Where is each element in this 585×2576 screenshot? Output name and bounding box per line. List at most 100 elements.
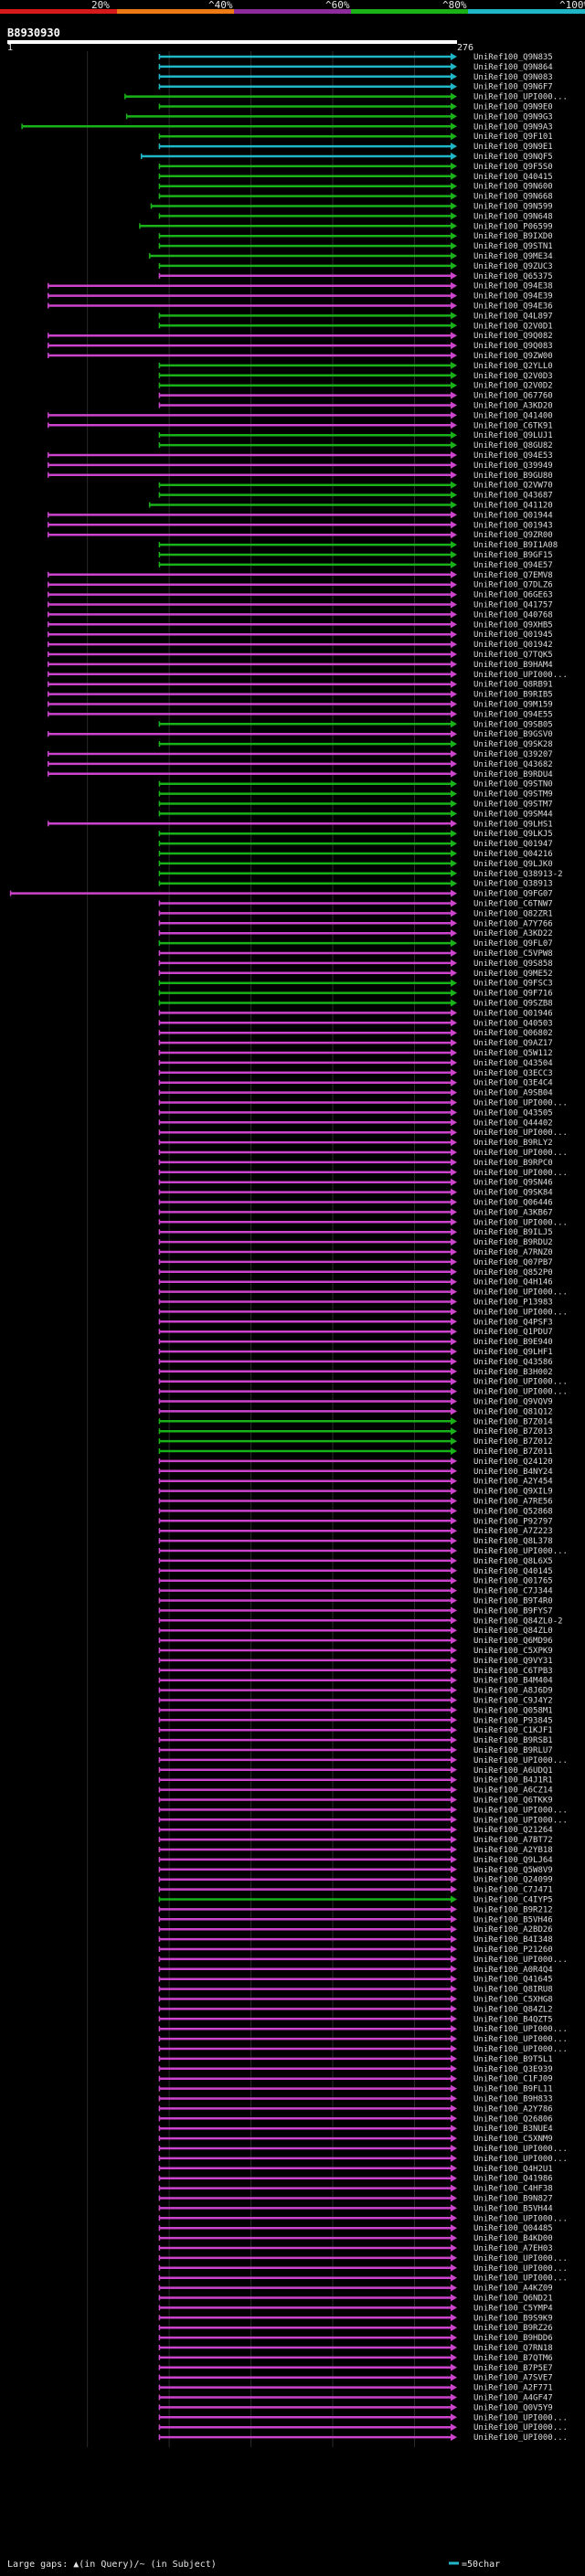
hit-label[interactable]: UniRef100_Q01947 bbox=[473, 840, 553, 849]
hit-label[interactable]: UniRef100_Q40503 bbox=[473, 1019, 553, 1028]
hit-row[interactable]: UniRef100_Q41645 bbox=[158, 1975, 553, 1985]
hit-row[interactable]: UniRef100_Q8L378 bbox=[158, 1537, 553, 1546]
hit-label[interactable]: UniRef100_A4KZ09 bbox=[473, 2284, 553, 2294]
hit-row[interactable]: UniRef100_C6TK91 bbox=[47, 421, 553, 430]
hit-label[interactable]: UniRef100_B9RLY2 bbox=[473, 1139, 553, 1148]
hit-label[interactable]: UniRef100_UPI000... bbox=[473, 2423, 568, 2433]
hit-row[interactable]: UniRef100_B9GF15 bbox=[158, 551, 553, 560]
hit-row[interactable]: UniRef100_B9S9K9 bbox=[158, 2314, 553, 2323]
hit-row[interactable]: UniRef100_UPI000... bbox=[158, 2253, 568, 2263]
hit-row[interactable]: UniRef100_Q01944 bbox=[47, 511, 553, 520]
hit-row[interactable]: UniRef100_Q40503 bbox=[158, 1019, 553, 1028]
hit-row[interactable]: UniRef100_Q8GU82 bbox=[158, 441, 553, 451]
hit-row[interactable]: UniRef100_Q9Q083 bbox=[47, 342, 553, 351]
hit-row[interactable]: UniRef100_UPI000... bbox=[158, 1755, 568, 1765]
hit-label[interactable]: UniRef100_UPI000... bbox=[473, 1388, 568, 1397]
hit-label[interactable]: UniRef100_Q9FSC3 bbox=[473, 980, 553, 989]
hit-label[interactable]: UniRef100_Q01942 bbox=[473, 641, 553, 650]
hit-row[interactable]: UniRef100_B9HAM4 bbox=[47, 660, 553, 670]
hit-label[interactable]: UniRef100_Q0V5Y9 bbox=[473, 2403, 553, 2412]
hit-row[interactable]: UniRef100_A7Z223 bbox=[158, 1527, 553, 1536]
hit-row[interactable]: UniRef100_UPI000... bbox=[158, 1955, 568, 1965]
hit-label[interactable]: UniRef100_Q43682 bbox=[473, 760, 553, 769]
hit-label[interactable]: UniRef100_B7Z014 bbox=[473, 1417, 553, 1426]
hit-label[interactable]: UniRef100_B4NY24 bbox=[473, 1468, 553, 1477]
hit-row[interactable]: UniRef100_Q9FL07 bbox=[158, 939, 553, 949]
hit-label[interactable]: UniRef100_Q9STM9 bbox=[473, 790, 553, 800]
hit-row[interactable]: UniRef100_Q8RB91 bbox=[47, 680, 553, 690]
hit-label[interactable]: UniRef100_Q6GE63 bbox=[473, 591, 553, 600]
hit-label[interactable]: UniRef100_Q01944 bbox=[473, 511, 553, 520]
hit-row[interactable]: UniRef100_UPI000... bbox=[158, 2145, 568, 2154]
hit-row[interactable]: UniRef100_B9FL11 bbox=[158, 2084, 553, 2094]
hit-row[interactable]: UniRef100_UPI000... bbox=[158, 2263, 568, 2274]
hit-row[interactable]: UniRef100_UPI000... bbox=[158, 2045, 568, 2054]
hit-row[interactable]: UniRef100_A4KZ09 bbox=[158, 2284, 553, 2294]
hit-row[interactable]: UniRef100_Q9S858 bbox=[158, 959, 553, 969]
hit-label[interactable]: UniRef100_UPI000... bbox=[473, 1308, 568, 1317]
hit-row[interactable]: UniRef100_Q7EMV8 bbox=[47, 570, 553, 580]
hit-row[interactable]: UniRef100_B9RPC0 bbox=[158, 1158, 553, 1168]
hit-label[interactable]: UniRef100_B5VH44 bbox=[473, 2204, 553, 2213]
hit-row[interactable]: UniRef100_Q5W112 bbox=[158, 1049, 553, 1058]
hit-row[interactable]: UniRef100_Q9STM7 bbox=[158, 800, 553, 810]
hit-label[interactable]: UniRef100_B9RLU7 bbox=[473, 1746, 553, 1755]
hit-label[interactable]: UniRef100_B9FYS7 bbox=[473, 1606, 553, 1616]
hit-label[interactable]: UniRef100_Q8RB91 bbox=[473, 681, 553, 690]
hit-label[interactable]: UniRef100_Q9LJ64 bbox=[473, 1856, 553, 1865]
hit-row[interactable]: UniRef100_Q81Q12 bbox=[158, 1407, 553, 1416]
hit-row[interactable]: UniRef100_Q2V0D3 bbox=[158, 371, 553, 381]
hit-row[interactable]: UniRef100_Q9F5S0 bbox=[158, 162, 553, 172]
hit-row[interactable]: UniRef100_Q39207 bbox=[47, 750, 553, 759]
hit-row[interactable]: UniRef100_Q40145 bbox=[158, 1566, 553, 1576]
hit-label[interactable]: UniRef100_A4GF47 bbox=[473, 2394, 553, 2403]
hit-label[interactable]: UniRef100_Q9N864 bbox=[473, 63, 553, 72]
hit-row[interactable]: UniRef100_C6TNW7 bbox=[158, 899, 553, 909]
hit-label[interactable]: UniRef100_A7EH03 bbox=[473, 2244, 553, 2253]
hit-label[interactable]: UniRef100_UPI000... bbox=[473, 1378, 568, 1387]
hit-label[interactable]: UniRef100_Q9FG07 bbox=[473, 890, 553, 899]
hit-label[interactable]: UniRef100_Q9SB05 bbox=[473, 720, 553, 729]
hit-label[interactable]: UniRef100_UPI000... bbox=[473, 2145, 568, 2154]
hit-row[interactable]: UniRef100_B4QZT5 bbox=[158, 2015, 553, 2024]
hit-label[interactable]: UniRef100_Q1PDU7 bbox=[473, 1328, 553, 1337]
hit-label[interactable]: UniRef100_Q7RN18 bbox=[473, 2344, 553, 2353]
hit-row[interactable]: UniRef100_B9I1A08 bbox=[158, 541, 558, 550]
hit-label[interactable]: UniRef100_UPI000... bbox=[473, 1218, 568, 1227]
hit-row[interactable]: UniRef100_B9RDU2 bbox=[158, 1238, 553, 1247]
hit-label[interactable]: UniRef100_UPI000... bbox=[473, 2035, 568, 2044]
hit-row[interactable]: UniRef100_B9H833 bbox=[158, 2094, 553, 2104]
hit-label[interactable]: UniRef100_A2F771 bbox=[473, 2384, 553, 2393]
hit-row[interactable]: UniRef100_B7Z013 bbox=[158, 1427, 553, 1436]
hit-label[interactable]: UniRef100_Q01765 bbox=[473, 1577, 553, 1586]
hit-label[interactable]: UniRef100_P93845 bbox=[473, 1716, 553, 1725]
hit-label[interactable]: UniRef100_Q84ZL0 bbox=[473, 1627, 553, 1636]
hit-label[interactable]: UniRef100_Q2V0D2 bbox=[473, 382, 553, 391]
hit-label[interactable]: UniRef100_A3KB67 bbox=[473, 1208, 553, 1217]
hit-row[interactable]: UniRef100_Q9F101 bbox=[158, 133, 553, 142]
hit-label[interactable]: UniRef100_Q9STN1 bbox=[473, 242, 553, 251]
hit-row[interactable]: UniRef100_C4HF38 bbox=[158, 2184, 553, 2194]
hit-row[interactable]: UniRef100_A7RE56 bbox=[158, 1497, 553, 1507]
hit-row[interactable]: UniRef100_Q9N668 bbox=[158, 192, 553, 202]
hit-row[interactable]: UniRef100_Q9LJ64 bbox=[158, 1855, 553, 1865]
hit-row[interactable]: UniRef100_UPI000... bbox=[158, 1806, 568, 1815]
hit-row[interactable]: UniRef100_B9E940 bbox=[158, 1338, 553, 1347]
hit-row[interactable]: UniRef100_Q41986 bbox=[158, 2174, 553, 2184]
hit-label[interactable]: UniRef100_P13983 bbox=[473, 1299, 553, 1308]
hit-label[interactable]: UniRef100_UPI000... bbox=[473, 1816, 568, 1825]
hit-label[interactable]: UniRef100_B9I1A08 bbox=[473, 541, 558, 550]
hit-label[interactable]: UniRef100_UPI000... bbox=[473, 1149, 568, 1158]
hit-label[interactable]: UniRef100_UPI000... bbox=[473, 1129, 568, 1138]
hit-row[interactable]: UniRef100_UPI000... bbox=[158, 1308, 568, 1317]
hit-row[interactable]: UniRef100_A9SB04 bbox=[158, 1088, 553, 1098]
hit-label[interactable]: UniRef100_B9RSB1 bbox=[473, 1736, 553, 1745]
hit-row[interactable]: UniRef100_A6CZ14 bbox=[158, 1786, 553, 1796]
hit-label[interactable]: UniRef100_Q94E55 bbox=[473, 710, 553, 719]
hit-label[interactable]: UniRef100_Q7TQK5 bbox=[473, 651, 553, 660]
hit-label[interactable]: UniRef100_UPI000... bbox=[473, 2045, 568, 2054]
hit-label[interactable]: UniRef100_UPI000... bbox=[473, 1756, 568, 1765]
hit-row[interactable]: UniRef100_Q058M1 bbox=[158, 1706, 553, 1715]
hit-label[interactable]: UniRef100_Q9XHB5 bbox=[473, 620, 553, 630]
hit-label[interactable]: UniRef100_Q65375 bbox=[473, 272, 553, 281]
